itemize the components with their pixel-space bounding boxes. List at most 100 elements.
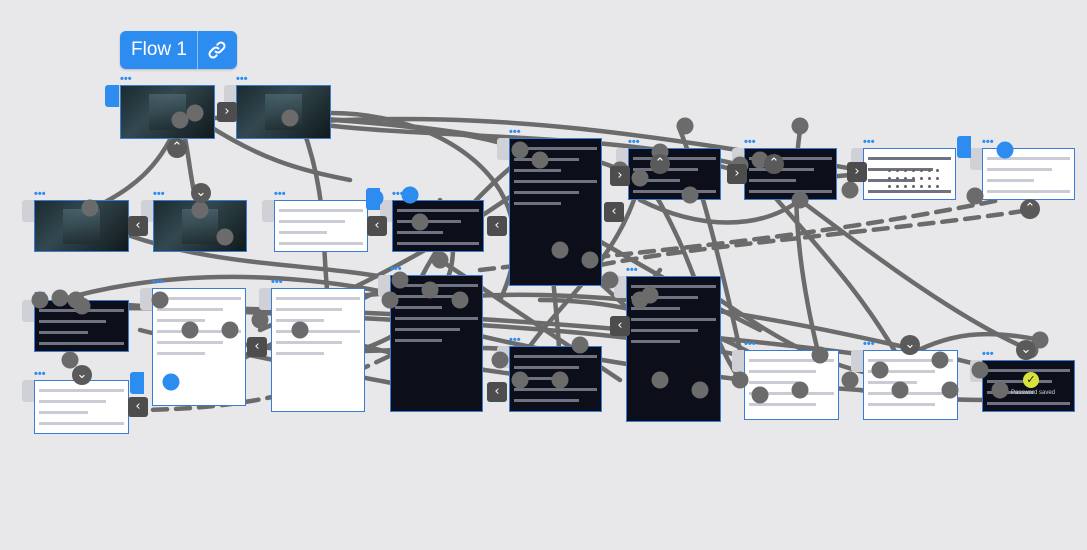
hotspot-dot[interactable] (676, 117, 694, 135)
hotspot-dot[interactable] (381, 291, 399, 309)
hotspot-dot[interactable] (991, 381, 1009, 399)
hotspot-dot[interactable] (931, 351, 949, 369)
hotspot-dot[interactable] (791, 117, 809, 135)
hotspot-dot[interactable] (291, 321, 309, 339)
chevron-left-icon[interactable]: ‹ (487, 382, 507, 402)
chevron-left-icon[interactable]: ‹ (128, 397, 148, 417)
hotspot-dot[interactable] (151, 291, 169, 309)
chevron-right-icon[interactable]: › (727, 164, 747, 184)
connector-line[interactable] (87, 217, 403, 283)
hotspot-dot[interactable] (841, 371, 859, 389)
hotspot-dot[interactable] (171, 111, 189, 129)
screen-menu-icon[interactable]: ••• (236, 73, 248, 85)
chevron-left-icon[interactable]: ‹ (610, 316, 630, 336)
connector-line[interactable] (197, 117, 353, 183)
screen-menu-icon[interactable]: ••• (982, 136, 994, 148)
screen-menu-icon[interactable]: ••• (744, 338, 756, 350)
hotspot-dot[interactable] (791, 191, 809, 209)
screen-5[interactable] (274, 200, 368, 252)
screen-18[interactable] (744, 350, 839, 420)
link-icon[interactable] (198, 31, 237, 69)
screen-7[interactable] (509, 138, 602, 286)
screen-menu-icon[interactable]: ••• (392, 188, 404, 200)
chevron-down-icon[interactable]: ⌄ (72, 365, 92, 385)
screen-3[interactable] (34, 200, 129, 252)
hotspot-dot[interactable] (651, 371, 669, 389)
hotspot-dot[interactable] (691, 381, 709, 399)
hotspot-dot[interactable] (81, 199, 99, 217)
screen-menu-icon[interactable]: ••• (34, 188, 46, 200)
chevron-left-icon[interactable]: ‹ (487, 216, 507, 236)
chevron-up-icon[interactable]: ⌃ (167, 138, 187, 158)
flow-start-flag[interactable] (957, 136, 971, 158)
hotspot-dot[interactable] (281, 109, 299, 127)
screen-menu-icon[interactable]: ••• (153, 188, 165, 200)
screen-menu-icon[interactable]: ••• (626, 264, 638, 276)
hotspot-dot[interactable] (971, 361, 989, 379)
screen-11[interactable] (982, 148, 1075, 200)
hotspot-dot[interactable] (221, 321, 239, 339)
screen-menu-icon[interactable]: ••• (152, 276, 164, 288)
hotspot-dot[interactable] (181, 321, 199, 339)
flow-start-flag[interactable] (130, 372, 144, 394)
screen-menu-icon[interactable]: ••• (509, 126, 521, 138)
screen-10[interactable] (863, 148, 956, 200)
connector-line[interactable] (797, 197, 1033, 353)
hotspot-dot[interactable] (391, 271, 409, 289)
connector-line[interactable] (757, 177, 903, 363)
hotspot-dot[interactable] (186, 104, 204, 122)
chevron-up-icon[interactable]: ⌃ (764, 154, 784, 174)
hotspot-dot[interactable] (216, 228, 234, 246)
hotspot-dot[interactable] (251, 311, 269, 329)
hotspot-dot[interactable] (31, 291, 49, 309)
hotspot-dot[interactable] (61, 351, 79, 369)
screen-menu-icon[interactable]: ••• (863, 136, 875, 148)
screen-menu-icon[interactable]: ••• (628, 136, 640, 148)
screen-6[interactable] (392, 200, 484, 252)
hotspot-dot[interactable] (681, 186, 699, 204)
chevron-left-icon[interactable]: ‹ (367, 216, 387, 236)
hotspot-dot[interactable] (601, 271, 619, 289)
connector-dashed-line[interactable] (127, 337, 423, 413)
hotspot-dot[interactable] (791, 381, 809, 399)
hotspot-dot[interactable] (366, 189, 384, 207)
flow-tag[interactable]: Flow 1 (120, 31, 237, 69)
chevron-down-icon[interactable]: ⌄ (1016, 340, 1036, 360)
hotspot-dot[interactable] (511, 141, 529, 159)
hotspot-dot[interactable] (641, 286, 659, 304)
hotspot-dot[interactable] (411, 213, 429, 231)
screen-21[interactable] (34, 380, 129, 434)
flow-name[interactable]: Flow 1 (131, 39, 187, 60)
hotspot-dot[interactable] (551, 371, 569, 389)
hotspot-dot[interactable] (531, 151, 549, 169)
screen-14[interactable] (271, 288, 365, 412)
hotspot-dot[interactable] (1031, 331, 1049, 349)
chevron-right-icon[interactable]: › (217, 102, 237, 122)
chevron-down-icon[interactable]: ⌄ (900, 335, 920, 355)
hotspot-dot[interactable] (73, 297, 91, 315)
hotspot-dot[interactable] (162, 373, 180, 391)
screen-menu-icon[interactable]: ••• (120, 73, 132, 85)
chevron-up-icon[interactable]: ⌃ (650, 154, 670, 174)
hotspot-dot[interactable] (191, 201, 209, 219)
chevron-left-icon[interactable]: ‹ (128, 216, 148, 236)
connector-line[interactable] (637, 197, 803, 225)
hotspot-dot[interactable] (631, 169, 649, 187)
screen-menu-icon[interactable]: ••• (390, 263, 402, 275)
hotspot-dot[interactable] (491, 351, 509, 369)
chevron-right-icon[interactable]: › (847, 162, 867, 182)
screen-menu-icon[interactable]: ••• (509, 334, 521, 346)
screen-menu-icon[interactable]: ••• (34, 368, 46, 380)
screen-12[interactable] (34, 300, 129, 352)
connector-dashed-line[interactable] (597, 207, 1033, 268)
hotspot-dot[interactable] (996, 141, 1014, 159)
hotspot-dot[interactable] (581, 251, 599, 269)
chevron-left-icon[interactable]: ‹ (247, 337, 267, 357)
hotspot-dot[interactable] (571, 336, 589, 354)
hotspot-dot[interactable] (751, 386, 769, 404)
chevron-down-icon[interactable]: ⌄ (191, 183, 211, 203)
screen-menu-icon[interactable]: ••• (744, 136, 756, 148)
screen-menu-icon[interactable]: ••• (982, 348, 994, 360)
hotspot-dot[interactable] (401, 186, 419, 204)
